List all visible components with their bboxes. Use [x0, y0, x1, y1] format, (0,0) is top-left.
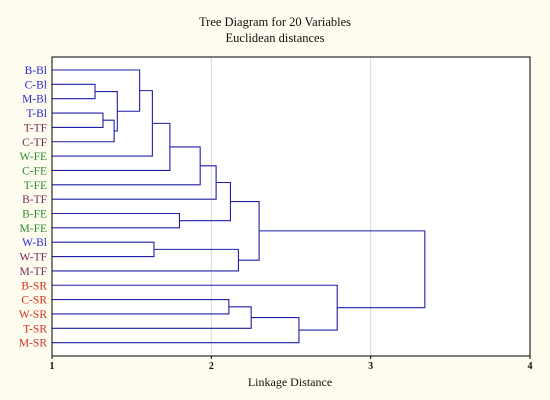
chart-subtitle: Euclidean distances	[226, 31, 325, 45]
x-tick-label: 2	[209, 361, 214, 372]
leaf-label: C-SR	[21, 295, 47, 307]
leaf-label: C-TF	[22, 137, 47, 149]
leaf-label: B-Bl	[25, 65, 47, 77]
dendrogram-link	[52, 69, 141, 112]
grid-lines	[210, 57, 372, 356]
leaf-label: W-TF	[20, 252, 47, 264]
x-axis-label: Linkage Distance	[248, 375, 332, 389]
chart-title: Tree Diagram for 20 Variables	[199, 15, 351, 29]
dendrogram-link	[52, 165, 217, 200]
plot-frame	[51, 56, 531, 357]
x-tick-label: 4	[528, 361, 533, 372]
leaf-label: W-Bl	[22, 237, 47, 249]
leaf-label: M-TF	[20, 266, 47, 278]
leaf-labels: B-Bl C-Bl M-Bl T-Bl T-TF C-TF W-FE C-FE T-FE B-TF…	[19, 65, 47, 350]
leaf-label: T-FE	[24, 180, 47, 192]
leaf-label: B-SR	[21, 280, 47, 292]
leaf-label: M-Bl	[22, 94, 47, 106]
leaf-label: T-Bl	[26, 108, 47, 120]
dendrogram-tree	[52, 69, 426, 344]
x-tick-label: 1	[50, 361, 55, 372]
dendrogram-link	[52, 241, 155, 258]
leaf-label: B-FE	[22, 209, 47, 221]
plot-area	[52, 57, 530, 356]
dendrogram-link	[179, 181, 232, 222]
dendrogram-link	[230, 201, 260, 261]
leaf-label: C-FE	[22, 165, 47, 177]
leaf-label: B-TF	[22, 194, 47, 206]
leaf-label: C-Bl	[25, 79, 47, 91]
x-axis-ticks: 1 2 3 4	[50, 356, 533, 372]
dendrogram-link	[259, 230, 426, 309]
leaf-label: M-SR	[19, 338, 47, 350]
leaf-label: T-TF	[24, 122, 47, 134]
leaf-label: W-SR	[19, 309, 47, 321]
leaf-label: M-FE	[20, 223, 47, 235]
leaf-label: T-SR	[23, 323, 47, 335]
leaf-label: W-FE	[20, 151, 47, 163]
x-tick-label: 3	[368, 361, 373, 372]
